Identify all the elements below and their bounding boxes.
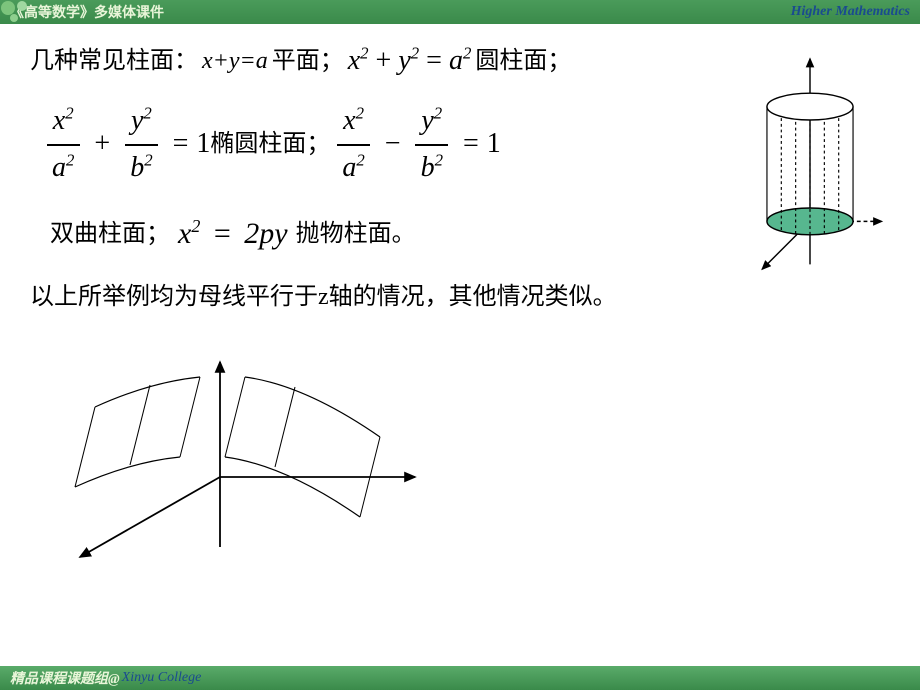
slide-content: 几种常见柱面： x+y=a 平面； x2 + y2 = a2 圆柱面； x2 a… (0, 24, 920, 594)
footer-college: Xinyu College (122, 670, 202, 686)
num-x2: x (343, 105, 355, 136)
op-plus-2: + (94, 122, 110, 167)
line-4: 以上所举例均为母线平行于z轴的情况，其他情况类似。 (30, 278, 890, 316)
eq-parabola: x2 = 2py (178, 210, 288, 258)
den-a2-exp: 2 (356, 150, 364, 169)
frac-y2-b2: y2 b2 (124, 99, 158, 191)
eq-par-x: x (178, 217, 191, 250)
label-circle-cylinder: 圆柱面； (475, 42, 571, 80)
eq-plane: x+y=a (202, 42, 268, 80)
label-parabola: 抛物柱面。 (296, 215, 416, 253)
op-plus: + (376, 45, 392, 76)
label-hyperbola: 双曲柱面； (50, 215, 170, 253)
exp-2: 2 (360, 44, 368, 63)
eq-par-rhs: 2py (244, 217, 287, 250)
num-x2-exp: 2 (356, 103, 364, 122)
frac-x2-a2: x2 a2 (46, 99, 80, 191)
cylinder-diagram (730, 54, 890, 274)
op-minus: − (385, 122, 401, 167)
eq-one-b: 1 (487, 122, 501, 167)
eq-y: y (398, 45, 410, 76)
den-b2-exp: 2 (435, 150, 443, 169)
label-plane: 平面； (272, 42, 344, 80)
num-x-exp: 2 (65, 103, 73, 122)
text-common-cylinders: 几种常见柱面： (30, 42, 198, 80)
exp-2b: 2 (411, 44, 419, 63)
den-a-exp: 2 (66, 150, 74, 169)
op-eq-4: = (214, 217, 231, 250)
slide-header: 《高等数学》多媒体课件 Higher Mathematics (0, 0, 920, 24)
label-ellipse: 椭圆柱面； (210, 125, 330, 163)
op-eq-3: = (463, 122, 479, 167)
num-x: x (53, 105, 65, 136)
eq-one: 1 (196, 122, 210, 167)
hyperbolic-surface-diagram (70, 347, 450, 567)
den-b: b (130, 152, 144, 183)
den-b-exp: 2 (144, 150, 152, 169)
op-eq: = (426, 45, 442, 76)
op-eq-2: = (173, 122, 189, 167)
frac-y2-b2-b: y2 b2 (415, 99, 449, 191)
num-y: y (131, 105, 143, 136)
num-y2: y (421, 105, 433, 136)
slide-footer: 精品课程课题组@ Xinyu College (0, 666, 920, 690)
den-a2: a (342, 152, 356, 183)
den-b2: b (421, 152, 435, 183)
eq-x: x (348, 45, 360, 76)
num-y2-exp: 2 (434, 103, 442, 122)
header-right-title: Higher Mathematics (791, 4, 910, 20)
footer-left: 精品课程课题组@ (10, 668, 120, 688)
eq-a: a (449, 45, 463, 76)
eq-circle-cylinder: x2 + y2 = a2 (348, 39, 472, 84)
eq-par-exp: 2 (191, 216, 200, 236)
den-a: a (52, 152, 66, 183)
exp-2c: 2 (463, 44, 471, 63)
frac-x2-a2-b: x2 a2 (336, 99, 370, 191)
num-y-exp: 2 (143, 103, 151, 122)
